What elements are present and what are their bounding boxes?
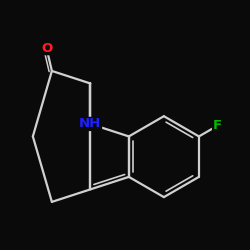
Text: NH: NH bbox=[79, 118, 102, 130]
Text: O: O bbox=[41, 42, 52, 54]
Text: F: F bbox=[212, 120, 222, 132]
